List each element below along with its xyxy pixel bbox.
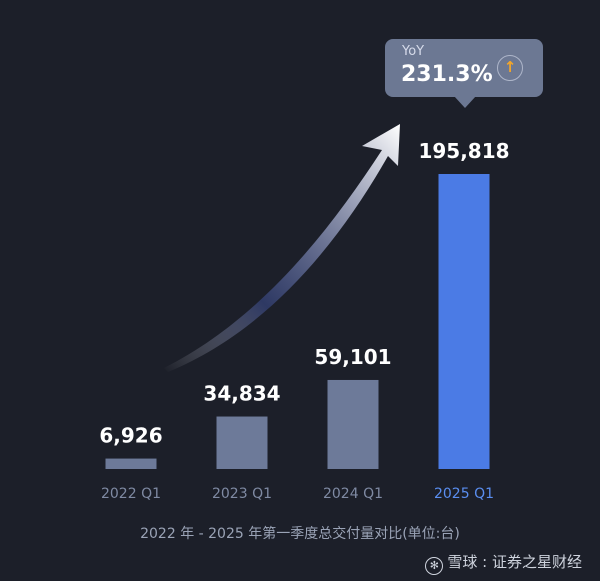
yoy-label: YoY [402,44,425,59]
yoy-value: 231.3% [401,62,493,87]
x-tick-label: 2024 Q1 [323,486,383,502]
bar-2024-q1 [327,379,379,469]
value-label: 59,101 [314,345,391,369]
value-label: 34,834 [203,382,280,406]
watermark-text: 雪球 : 证券之星财经 [447,553,582,571]
watermark: ✻ 雪球 : 证券之星财经 [425,551,582,575]
bar-2022-q1 [105,458,157,469]
x-tick-label: 2022 Q1 [101,486,161,502]
trend-arrow-icon [164,124,400,372]
x-tick-label: 2023 Q1 [212,486,272,502]
up-arrow-icon: ↑ [497,55,523,81]
yoy-callout-pointer [454,96,476,108]
bar-2025-q1 [438,174,490,469]
chart-caption: 2022 年 - 2025 年第一季度总交付量对比(单位:台) [140,526,460,542]
value-label: 6,926 [99,424,162,448]
x-tick-label: 2025 Q1 [434,486,494,502]
snowball-logo-icon: ✻ [425,557,444,575]
value-label: 195,818 [418,139,509,163]
bar-2023-q1 [216,416,268,469]
